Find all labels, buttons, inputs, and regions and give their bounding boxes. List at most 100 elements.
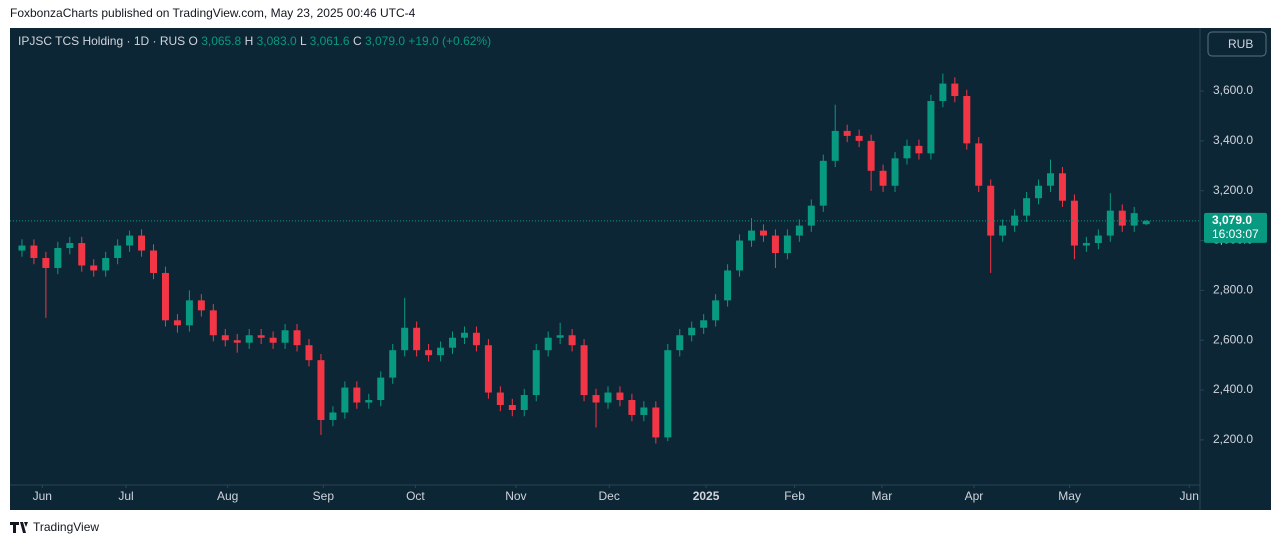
candle-body: [987, 185, 995, 236]
candle-body: [688, 327, 696, 336]
candle-body: [532, 350, 540, 396]
candle-body: [425, 350, 433, 356]
x-tick-label: 2025: [693, 489, 720, 503]
candle-body: [114, 245, 122, 258]
candle-body: [18, 245, 26, 251]
x-tick-label: Oct: [406, 489, 425, 503]
candle-body: [437, 347, 445, 356]
candle-body: [759, 230, 767, 236]
candle-body: [269, 337, 277, 343]
candle-body: [783, 235, 791, 254]
candle-body: [1011, 215, 1019, 226]
candle-body: [150, 250, 158, 273]
candle-body: [161, 272, 169, 321]
candle-body: [305, 345, 313, 361]
y-tick-label: 2,200.0: [1213, 432, 1253, 446]
candle-body: [496, 392, 504, 406]
candle-body: [472, 332, 480, 346]
candle-body: [855, 135, 863, 141]
candle-body: [484, 345, 492, 393]
candle-body: [66, 243, 74, 249]
candle-body: [975, 143, 983, 186]
candle-body: [245, 335, 253, 343]
candle-body: [341, 387, 349, 413]
candle-body: [126, 235, 134, 246]
candle-body: [771, 235, 779, 254]
change: +19.0 (+0.62%): [408, 34, 491, 48]
countdown: 16:03:07: [1212, 227, 1259, 241]
candle-body: [1082, 243, 1090, 246]
candle-body: [449, 337, 457, 348]
currency-label: RUB: [1228, 37, 1253, 51]
candle-body: [54, 248, 62, 268]
legend-value: 3,065.8: [201, 34, 241, 48]
candle-body: [197, 300, 205, 311]
candle-body: [939, 83, 947, 102]
x-tick-label: Jul: [118, 489, 133, 503]
candle-body: [592, 395, 600, 403]
candle-body: [377, 377, 385, 401]
x-tick-label: Feb: [784, 489, 805, 503]
candle-body: [628, 400, 636, 415]
x-tick-label: May: [1058, 489, 1081, 503]
candle-body: [544, 337, 552, 351]
currency-button[interactable]: [1207, 31, 1267, 57]
candle-body: [963, 96, 971, 144]
brand-logo: [10, 522, 28, 533]
candle-body: [1142, 220, 1150, 225]
byline: FoxbonzaCharts published on TradingView.…: [10, 6, 416, 20]
candle-body: [185, 300, 193, 326]
candle-body: [1106, 210, 1114, 236]
candle-body: [1094, 235, 1102, 244]
candle-body: [102, 257, 110, 271]
legend-key: C: [353, 34, 362, 48]
candle-body: [915, 145, 923, 154]
x-tick-label: Mar: [872, 489, 893, 503]
candle-body: [664, 350, 672, 438]
candle-body: [700, 320, 708, 328]
candle-body: [508, 405, 516, 410]
candle-body: [401, 327, 409, 351]
candle-body: [365, 400, 373, 403]
candle-body: [30, 245, 38, 258]
legend: IPJSC TCS Holding · 1D · RUS O 3,065.8 H…: [18, 34, 491, 48]
x-tick-label: Aug: [217, 489, 238, 503]
candle-body: [78, 243, 86, 266]
candle-body: [795, 225, 803, 236]
candle-body: [712, 300, 720, 321]
candle-body: [867, 140, 875, 171]
symbol: IPJSC TCS Holding · 1D · RUS: [18, 34, 185, 48]
x-tick-label: Sep: [313, 489, 335, 503]
legend-value: 3,061.6: [310, 34, 350, 48]
legend-key: O: [189, 34, 198, 48]
y-tick-label: 2,600.0: [1213, 332, 1253, 346]
candle-body: [90, 265, 98, 271]
x-tick-label: Jun: [1180, 489, 1199, 503]
candle-body: [353, 387, 361, 403]
x-tick-label: Dec: [599, 489, 620, 503]
candle-body: [879, 170, 887, 186]
candle-body: [138, 235, 146, 251]
candle-body: [640, 407, 648, 415]
candle-body: [616, 392, 624, 401]
candle-body: [1023, 198, 1031, 216]
legend-value: 3,079.0: [365, 34, 405, 48]
y-tick-label: 3,200.0: [1213, 183, 1253, 197]
candle-body: [233, 340, 241, 343]
candle-body: [1058, 173, 1066, 201]
candle-body: [891, 158, 899, 186]
candle-body: [1035, 185, 1043, 199]
candle-body: [604, 392, 612, 403]
candle-body: [843, 130, 851, 136]
candle-body: [173, 320, 181, 326]
y-tick-label: 2,800.0: [1213, 283, 1253, 297]
y-tick-label: 3,600.0: [1213, 83, 1253, 97]
candle-body: [293, 330, 301, 346]
candle-body: [736, 240, 744, 271]
legend-value: 3,083.0: [257, 34, 297, 48]
price-badge-label: 3,079.0: [1212, 213, 1252, 227]
candle-body: [951, 83, 959, 97]
candle-body: [1118, 210, 1126, 226]
candle-body: [568, 335, 576, 346]
x-tick-label: Jun: [33, 489, 52, 503]
